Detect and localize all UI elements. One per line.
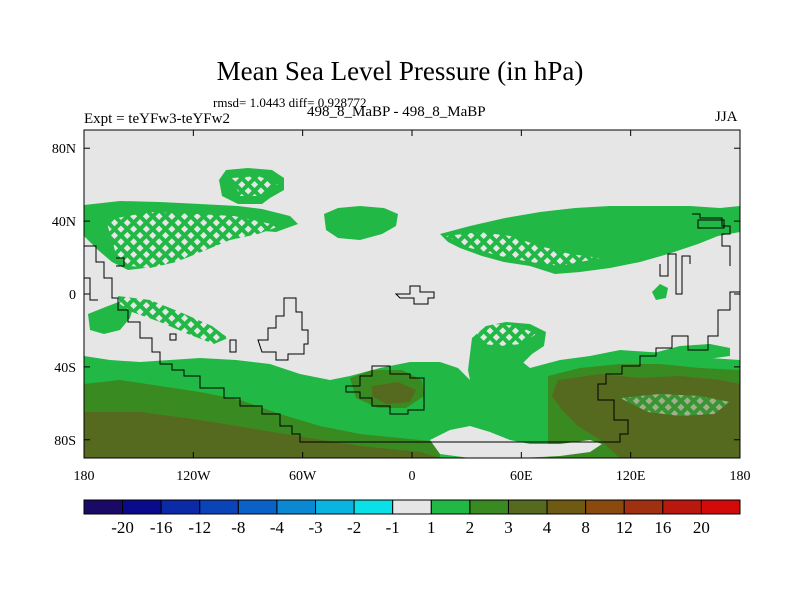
coastline-south-america-west	[84, 277, 98, 301]
lon-tick-label: 0	[409, 469, 416, 484]
colorbar-box	[160, 499, 201, 515]
colorbar-box	[662, 499, 702, 515]
lon-tick-label: 180	[74, 469, 95, 484]
green-region-africa-south	[468, 322, 546, 440]
latitude-axis: 80N 40N 0 40S 80S	[52, 142, 740, 449]
colorbar-box	[83, 499, 124, 515]
colorbar-box	[392, 499, 432, 515]
green-region-atlantic	[324, 206, 398, 240]
coastlines	[84, 213, 740, 443]
lon-tick-label: 60W	[289, 469, 317, 484]
green-region-pacific-south	[650, 344, 730, 360]
colorbar-label: -20	[111, 518, 134, 537]
olive-region-south-atlantic	[372, 382, 416, 404]
colorbar-label: -12	[188, 518, 211, 537]
stats-label: rmsd= 1.0443 diff= 0.928772	[213, 95, 367, 110]
olive-region-south-west	[84, 412, 440, 458]
colorbar-label: -1	[386, 518, 400, 537]
colorbar-label: -4	[270, 518, 285, 537]
coastline-east-continent	[659, 253, 691, 295]
colorbar-box	[122, 499, 162, 515]
lat-tick-label: 80S	[54, 434, 76, 449]
lon-tick-label: 120W	[176, 469, 211, 484]
coastline-south-atlantic-land	[345, 365, 425, 415]
lat-tick-label: 40N	[52, 215, 76, 230]
hatch-region-south-east	[620, 394, 730, 416]
colorbar: -20 -16 -12 -8 -4 -3 -2 -1 1 2 3 4 8 12 16 20	[83, 499, 741, 537]
colorbar-label: -16	[150, 518, 173, 537]
coastline-north-america-inner	[116, 257, 125, 267]
colorbar-box	[700, 499, 741, 515]
longitude-axis: 180 120W 60W 0 60E 120E 180	[74, 130, 751, 484]
coastline-central-north	[394, 285, 435, 305]
olive-region-south-east	[552, 374, 740, 458]
colorbar-label: 16	[654, 518, 671, 537]
colorbar-label: 1	[427, 518, 436, 537]
colorbar-box	[507, 499, 548, 515]
colorbar-box	[585, 499, 625, 515]
colorbar-box	[237, 499, 278, 515]
colorbar-label: -2	[347, 518, 361, 537]
colorbar-box	[546, 499, 587, 515]
green-region-small-east	[652, 284, 668, 300]
lon-tick-label: 60E	[510, 469, 533, 484]
colorbar-box	[276, 499, 317, 515]
lon-tick-label: 180	[730, 469, 751, 484]
comparison-label: 498_8_MaBP - 498_8_MaBP	[307, 104, 486, 120]
colorbar-box	[430, 499, 471, 515]
colorbar-box	[353, 499, 394, 515]
colorbar-label: -8	[231, 518, 245, 537]
hatch-region-north-america	[106, 212, 280, 268]
colorbar-label: 3	[504, 518, 513, 537]
colorbar-box	[199, 499, 239, 515]
lat-tick-label: 80N	[52, 142, 76, 157]
colorbar-label: -3	[308, 518, 322, 537]
lat-tick-label: 0	[69, 288, 76, 303]
coastline-island-pacific	[257, 297, 309, 361]
season-label: JJA	[715, 109, 738, 125]
colorbar-label: 12	[616, 518, 633, 537]
lat-tick-label: 40S	[54, 361, 76, 376]
hatch-region-africa-south	[476, 324, 536, 346]
colorbar-label: 8	[581, 518, 590, 537]
coastline-ne-island	[697, 219, 725, 229]
hatch-region-arctic-blob	[232, 176, 278, 196]
coastline-island-small	[229, 339, 237, 353]
lon-tick-label: 120E	[616, 469, 646, 484]
coastline-north-america	[84, 245, 740, 443]
colorbar-label: 2	[466, 518, 475, 537]
hatch-region-eurasia	[446, 232, 600, 266]
colorbar-box	[315, 499, 355, 515]
colorbar-box	[469, 499, 509, 515]
colorbar-label: 20	[693, 518, 710, 537]
coastline-north-east	[692, 213, 731, 266]
colorbar-label: 4	[543, 518, 552, 537]
coastline-small-west	[169, 333, 177, 341]
hatch-region-pacific-band	[118, 296, 228, 344]
experiment-label: Expt = teYFw3-teYFw2	[84, 111, 230, 127]
map-title: Mean Sea Level Pressure (in hPa)	[216, 56, 584, 86]
colorbar-box	[623, 499, 664, 515]
green-region-east-pacific	[88, 300, 134, 334]
